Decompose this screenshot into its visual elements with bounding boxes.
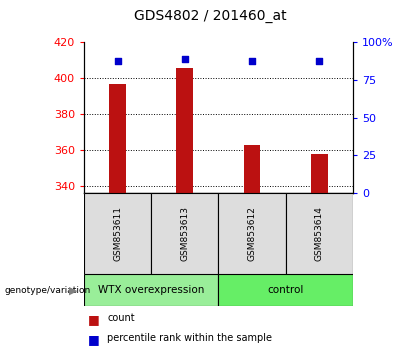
Point bbox=[181, 56, 188, 62]
Point bbox=[114, 58, 121, 63]
Text: percentile rank within the sample: percentile rank within the sample bbox=[107, 333, 272, 343]
Text: GSM853614: GSM853614 bbox=[315, 206, 324, 261]
Text: control: control bbox=[268, 285, 304, 295]
Text: count: count bbox=[107, 313, 135, 323]
Text: ▶: ▶ bbox=[69, 285, 78, 295]
Point bbox=[249, 58, 255, 63]
Text: GSM853611: GSM853611 bbox=[113, 206, 122, 261]
Bar bbox=[176, 68, 193, 193]
Bar bbox=[109, 84, 126, 193]
Text: genotype/variation: genotype/variation bbox=[4, 286, 90, 295]
Bar bbox=[151, 193, 218, 274]
Text: GSM853612: GSM853612 bbox=[247, 206, 257, 261]
Text: GDS4802 / 201460_at: GDS4802 / 201460_at bbox=[134, 9, 286, 23]
Bar bbox=[84, 193, 151, 274]
Bar bbox=[244, 144, 260, 193]
Bar bbox=[286, 193, 353, 274]
Bar bbox=[218, 274, 353, 306]
Bar bbox=[218, 193, 286, 274]
Bar bbox=[84, 274, 218, 306]
Point bbox=[316, 58, 323, 63]
Text: ■: ■ bbox=[88, 333, 100, 346]
Text: WTX overexpression: WTX overexpression bbox=[98, 285, 205, 295]
Text: GSM853613: GSM853613 bbox=[180, 206, 189, 261]
Bar bbox=[311, 154, 328, 193]
Text: ■: ■ bbox=[88, 313, 100, 326]
